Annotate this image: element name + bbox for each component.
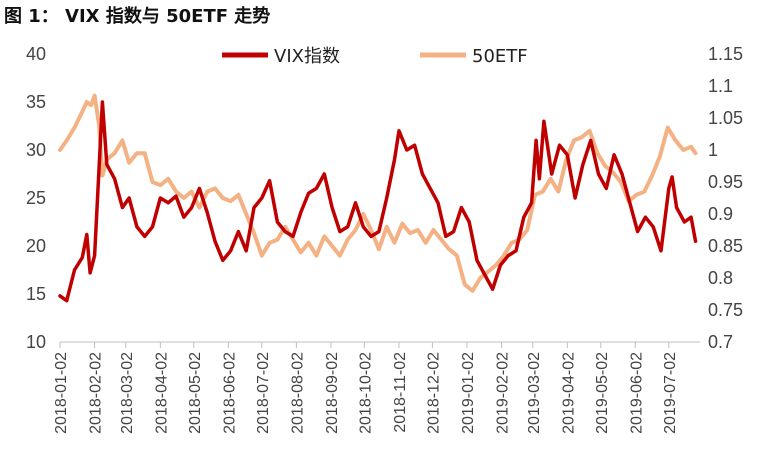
legend-label: VIX指数 (274, 46, 340, 67)
right-tick-label: 0.9 (708, 204, 733, 224)
x-tick-label: 2019-02-02 (495, 352, 512, 434)
left-tick-label: 30 (26, 140, 46, 160)
right-tick-label: 1.1 (708, 76, 733, 96)
left-tick-label: 20 (26, 236, 46, 256)
right-tick-label: 0.8 (708, 268, 733, 288)
x-tick-label: 2019-07-02 (662, 352, 679, 434)
legend-label: 50ETF (472, 46, 528, 67)
axes: 10 15 20 25 30 35 40 0.7 0.75 0.8 0.85 0.9 0.95 1 1.05… (26, 44, 743, 434)
etf50-series-line (58, 93, 698, 293)
x-tick-label: 2018-04-02 (153, 352, 170, 434)
left-tick-label: 25 (26, 188, 46, 208)
left-tick-label: 15 (26, 284, 46, 304)
right-tick-label: 0.85 (708, 236, 743, 256)
legend: VIX指数 50ETF (222, 46, 528, 67)
left-tick-label: 10 (26, 332, 46, 352)
figure-title: 图 1： VIX 指数与 50ETF 走势 (4, 6, 271, 27)
x-tick-label: 2018-01-02 (53, 352, 70, 434)
x-tick-label: 2019-04-02 (560, 352, 577, 434)
x-tick-label: 2018-02-02 (88, 352, 105, 434)
x-tick-label: 2018-05-02 (187, 352, 204, 434)
right-tick-label: 0.7 (708, 332, 733, 352)
x-tick-label: 2018-06-02 (221, 352, 238, 434)
x-tick-label: 2019-06-02 (628, 352, 645, 434)
left-tick-label: 40 (26, 44, 46, 64)
x-tick-label: 2018-08-02 (289, 352, 306, 434)
x-tick-label: 2019-03-02 (526, 352, 543, 434)
x-tick-label: 2018-07-02 (255, 352, 272, 434)
x-tick-label: 2018-12-02 (425, 352, 442, 434)
left-tick-label: 35 (26, 92, 46, 112)
series-layer (58, 93, 698, 303)
x-tick-label: 2018-10-02 (357, 352, 374, 434)
x-tick-label: 2018-11-02 (392, 352, 409, 433)
x-tick-label: 2018-09-02 (324, 352, 341, 434)
right-tick-label: 1.15 (708, 44, 743, 64)
right-tick-label: 1.05 (708, 108, 743, 128)
right-tick-label: 0.75 (708, 300, 743, 320)
x-tick-label: 2019-05-02 (594, 352, 611, 434)
right-tick-label: 1 (708, 140, 718, 160)
x-tick-label: 2019-01-02 (460, 352, 477, 434)
vix-series-line (58, 100, 698, 303)
right-tick-label: 0.95 (708, 172, 743, 192)
x-tick-label: 2018-03-02 (119, 352, 136, 434)
